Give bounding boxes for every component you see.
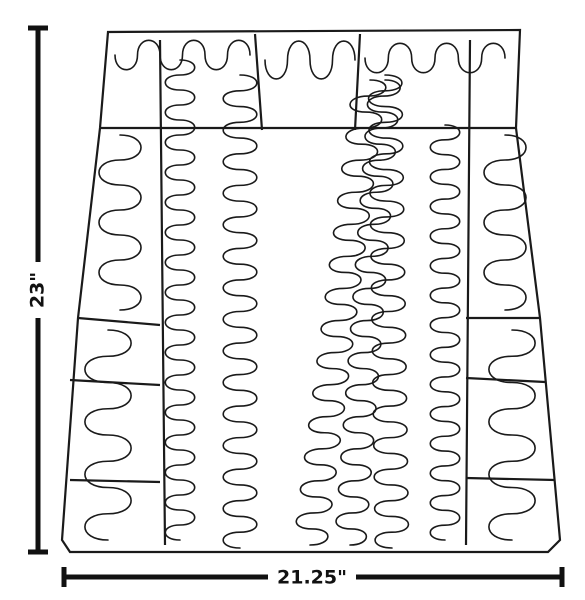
spring-coil — [364, 42, 506, 74]
label-background — [26, 262, 50, 318]
spring-coil — [222, 74, 258, 549]
frame — [60, 28, 562, 554]
height-label: 23" — [27, 272, 49, 308]
label-background — [268, 565, 356, 589]
spring-coil — [98, 134, 142, 311]
spring-coil — [483, 134, 527, 311]
width-dimension: 21.25" — [61, 565, 565, 589]
spring-coil — [264, 40, 356, 80]
spring-coil — [488, 329, 536, 541]
spring-coil — [335, 79, 401, 546]
spring-coil — [295, 79, 387, 546]
seat-spring — [60, 28, 562, 554]
height-dimension: 23" — [26, 25, 50, 555]
spring-coil — [164, 59, 196, 541]
inner-frame — [158, 33, 472, 546]
spring-coil — [429, 124, 461, 541]
width-label: 21.25" — [277, 567, 347, 589]
cross-bar — [69, 126, 556, 484]
spring-coil — [114, 39, 251, 71]
spring-coil — [367, 74, 410, 549]
spring-coil — [84, 329, 132, 541]
